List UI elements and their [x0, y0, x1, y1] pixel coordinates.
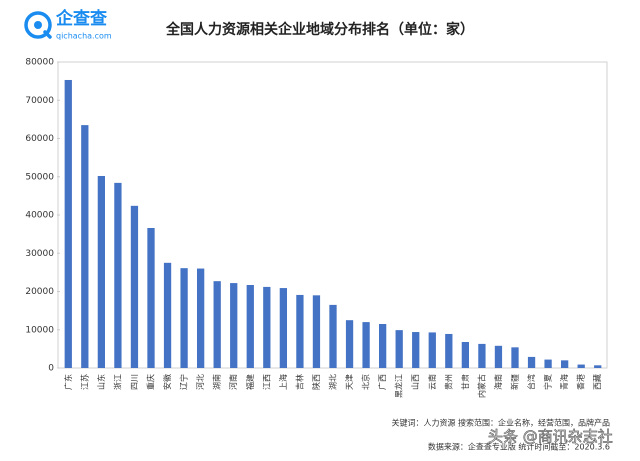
bar	[544, 359, 552, 368]
bar	[263, 286, 271, 368]
bar	[577, 364, 585, 368]
x-tick-label: 西藏	[592, 374, 602, 390]
x-tick-label: 辽宁	[179, 374, 189, 390]
x-tick-label: 江西	[262, 374, 271, 390]
bar	[213, 281, 221, 368]
x-tick-label: 云南	[427, 374, 437, 390]
bar	[196, 268, 205, 368]
note: 关键词：人力资源 搜索范围：企业名称，经营范围，品牌产品	[391, 418, 610, 428]
chart-title: 全国人力资源相关企业地域分布排名（单位：家）	[165, 21, 474, 38]
bar	[114, 182, 122, 368]
bar	[130, 205, 139, 368]
bar	[246, 284, 254, 368]
x-tick-label: 广东	[63, 374, 73, 390]
x-tick-label: 浙江	[112, 374, 122, 390]
x-tick-label: 上海	[278, 374, 288, 390]
x-tick-label: 甘肃	[460, 374, 470, 390]
y-tick-label: 80000	[25, 58, 54, 68]
x-tick-label: 河南	[228, 374, 238, 390]
bar	[230, 283, 238, 368]
bar	[478, 343, 486, 368]
x-tick-label: 山西	[410, 374, 420, 390]
y-tick-label: 60000	[25, 134, 54, 144]
y-tick-label: 10000	[25, 325, 54, 335]
bar	[345, 320, 354, 368]
x-tick-label: 四川	[130, 374, 139, 390]
bar	[378, 324, 387, 368]
x-tick-label: 贵州	[443, 374, 453, 390]
x-tick-label: 新疆	[510, 374, 520, 390]
x-tick-label: 广西	[377, 374, 387, 390]
x-tick-label: 河北	[195, 374, 205, 390]
x-tick-label: 天津	[344, 374, 354, 390]
y-tick-label: 40000	[25, 211, 54, 221]
y-tick-label: 0	[48, 364, 54, 374]
note: 数据来源：企查查专业版 统计时间截至：2020.3.6	[428, 442, 610, 452]
x-tick-label: 山东	[96, 374, 106, 390]
bar	[428, 332, 436, 368]
x-tick-label: 江苏	[79, 374, 89, 390]
x-tick-label: 重庆	[146, 374, 156, 390]
bar	[412, 332, 420, 368]
logo-icon	[24, 11, 52, 39]
bar	[64, 79, 72, 368]
bar	[163, 262, 172, 368]
bar	[279, 288, 288, 368]
bar	[511, 347, 519, 368]
x-tick-label: 青海	[559, 374, 569, 390]
x-tick-label: 海南	[493, 374, 503, 390]
x-tick-label: 宁夏	[543, 374, 553, 390]
bar	[81, 125, 89, 368]
x-tick-label: 黑龙江	[394, 374, 404, 398]
x-tick-label: 吉林	[294, 374, 304, 390]
x-tick-label: 北京	[361, 374, 371, 390]
x-tick-label: 台湾	[526, 374, 536, 390]
bar	[180, 268, 188, 368]
bar	[594, 365, 602, 368]
x-tick-label: 安徽	[162, 374, 172, 390]
x-tick-label: 湖北	[329, 374, 338, 390]
bar	[362, 322, 370, 368]
logo-site: qichacha.com	[56, 32, 112, 41]
bar	[147, 228, 155, 368]
bar	[97, 175, 106, 368]
x-tick-label: 香港	[576, 374, 586, 390]
bar	[296, 294, 304, 368]
logo-name: 企查查	[55, 8, 108, 29]
bar	[494, 345, 503, 368]
y-tick-label: 50000	[25, 172, 54, 182]
bar	[461, 341, 470, 368]
x-tick-label: 陕西	[311, 374, 321, 390]
watermark: 头条 @商讯杂志社	[488, 428, 613, 446]
bar	[445, 333, 453, 368]
x-tick-label: 内蒙古	[476, 374, 486, 398]
bar	[560, 360, 569, 368]
y-tick-label: 20000	[25, 287, 54, 297]
bar	[527, 356, 536, 368]
bar	[312, 295, 321, 368]
bar	[395, 330, 403, 368]
y-tick-label: 30000	[25, 249, 54, 259]
x-tick-label: 福建	[245, 374, 255, 390]
bar	[329, 304, 337, 368]
y-tick-label: 70000	[25, 96, 54, 106]
x-tick-label: 湖南	[212, 374, 222, 390]
